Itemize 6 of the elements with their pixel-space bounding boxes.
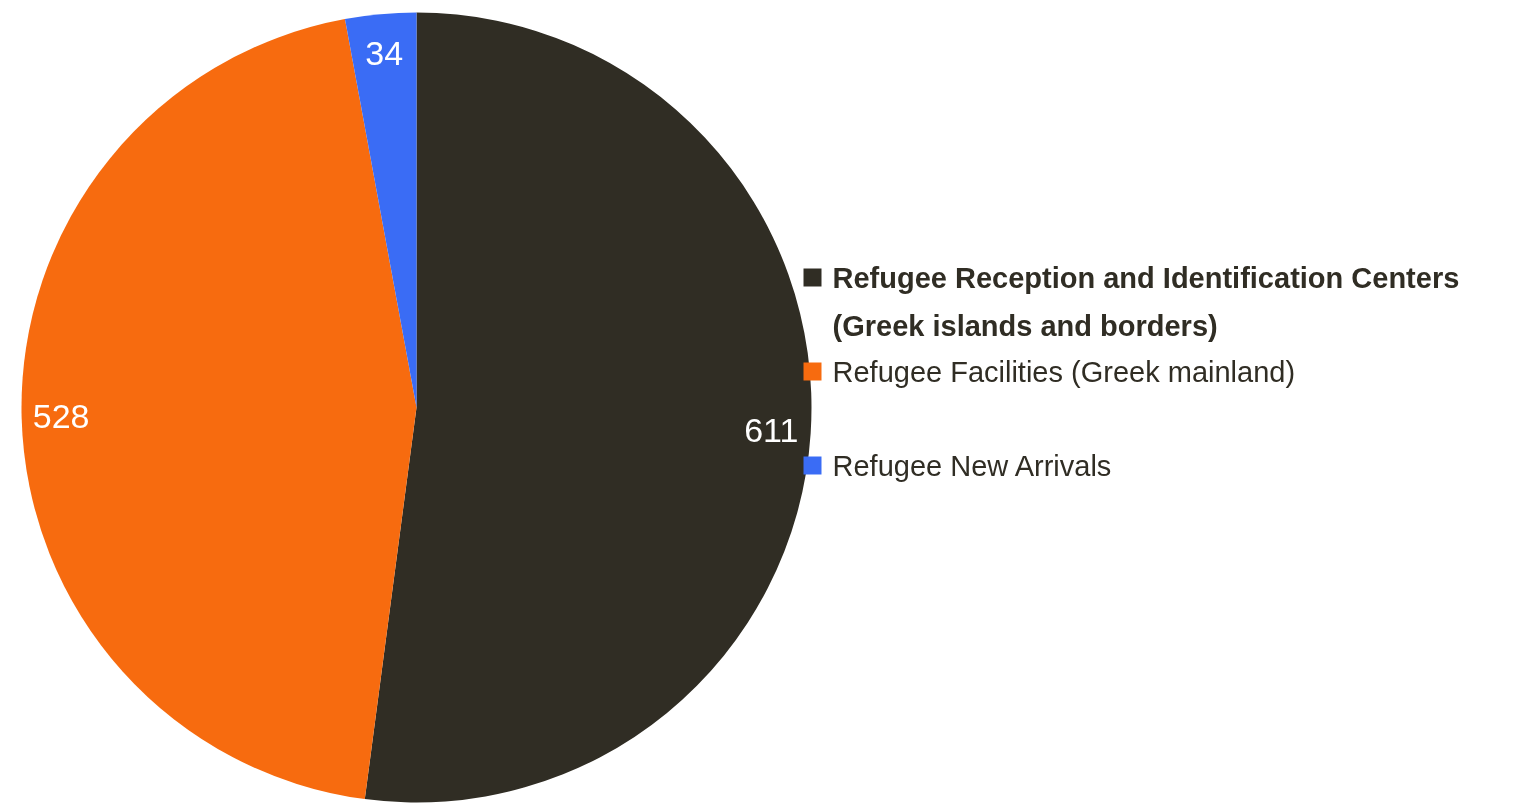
data-label: 528 [32, 397, 90, 436]
legend-label: Refugee Facilities (Greek mainland) [832, 355, 1296, 388]
legend-label: Refugee Reception and Identification Centers (Greek islands and borders) [832, 261, 1460, 342]
legend-label: Refugee New Arrivals [832, 449, 1112, 482]
data-label: 34 [365, 33, 404, 72]
data-label: 611 [744, 411, 799, 450]
